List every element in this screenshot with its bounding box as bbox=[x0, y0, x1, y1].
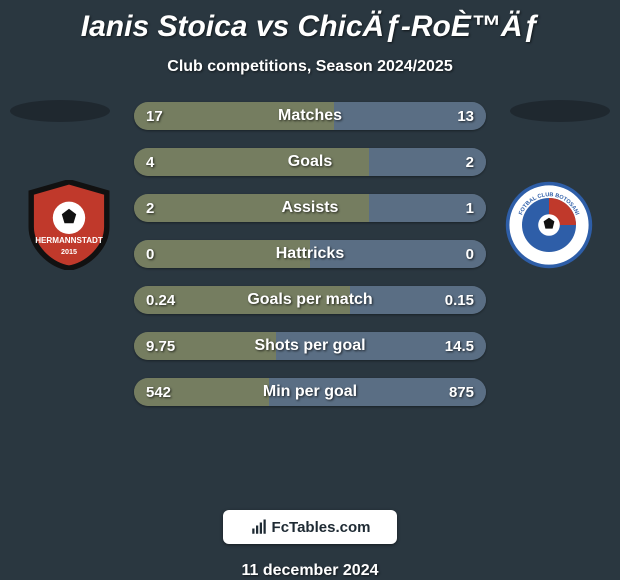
stat-value-left: 0 bbox=[146, 246, 154, 263]
stat-value-left: 2 bbox=[146, 200, 154, 217]
page-title: Ianis Stoica vs ChicÄƒ-RoÈ™Äƒ bbox=[81, 10, 539, 44]
stat-row: 4Goals2 bbox=[134, 148, 486, 176]
stat-row: 9.75Shots per goal14.5 bbox=[134, 332, 486, 360]
stat-value-left: 17 bbox=[146, 108, 163, 125]
mid-section: HERMANNSTADT 2015 FOTBAL CLUB BOTOSANI 1… bbox=[0, 100, 620, 488]
chart-icon bbox=[250, 518, 268, 536]
stat-row: 0Hattricks0 bbox=[134, 240, 486, 268]
stat-value-right: 1 bbox=[466, 200, 474, 217]
stat-value-right: 0 bbox=[466, 246, 474, 263]
shield-icon: HERMANNSTADT 2015 bbox=[24, 180, 114, 270]
stat-value-right: 875 bbox=[449, 384, 474, 401]
stat-fill-left bbox=[134, 240, 310, 268]
stat-value-left: 0.24 bbox=[146, 292, 175, 309]
page-subtitle: Club competitions, Season 2024/2025 bbox=[167, 58, 452, 76]
stat-row: 542Min per goal875 bbox=[134, 378, 486, 406]
crest-left: HERMANNSTADT 2015 bbox=[24, 180, 114, 270]
stat-value-right: 14.5 bbox=[445, 338, 474, 355]
comparison-infographic: Ianis Stoica vs ChicÄƒ-RoÈ™Äƒ Club compe… bbox=[0, 0, 620, 580]
brand-badge: FcTables.com bbox=[223, 510, 397, 544]
stat-fill-right bbox=[310, 240, 486, 268]
crest-left-name: HERMANNSTADT bbox=[35, 236, 103, 245]
stat-value-left: 542 bbox=[146, 384, 171, 401]
stat-row: 17Matches13 bbox=[134, 102, 486, 130]
crest-shadow-left bbox=[10, 100, 110, 122]
badge-icon: FOTBAL CLUB BOTOSANI bbox=[504, 180, 594, 270]
date-label: 11 december 2024 bbox=[242, 562, 379, 580]
stat-value-right: 0.15 bbox=[445, 292, 474, 309]
stat-value-right: 13 bbox=[457, 108, 474, 125]
stat-fill-left bbox=[134, 148, 369, 176]
stat-fill-left bbox=[134, 102, 334, 130]
stat-value-left: 9.75 bbox=[146, 338, 175, 355]
stats-list: 17Matches13 4Goals2 2Assists1 0Hattricks0 0.… bbox=[134, 102, 486, 406]
stat-row: 0.24Goals per match0.15 bbox=[134, 286, 486, 314]
stat-row: 2Assists1 bbox=[134, 194, 486, 222]
stat-fill-left bbox=[134, 194, 369, 222]
crest-left-year: 2015 bbox=[61, 247, 77, 256]
crest-shadow-right bbox=[510, 100, 610, 122]
stat-value-left: 4 bbox=[146, 154, 154, 171]
crest-right: FOTBAL CLUB BOTOSANI bbox=[504, 180, 594, 270]
stat-value-right: 2 bbox=[466, 154, 474, 171]
brand-text: FcTables.com bbox=[272, 519, 371, 536]
